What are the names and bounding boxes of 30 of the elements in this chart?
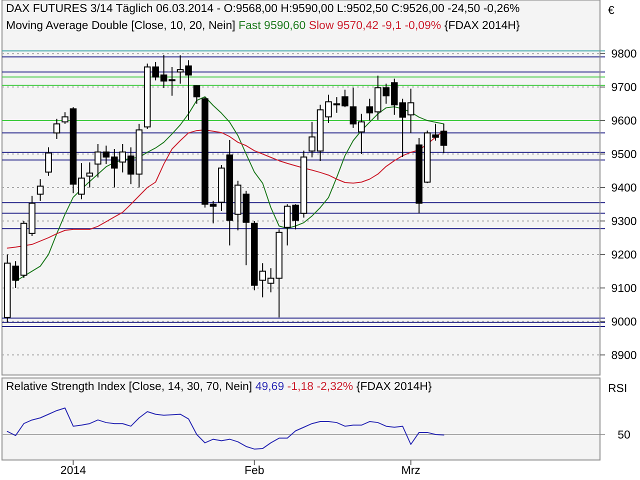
y-tick-label: 9600 [611,116,637,128]
x-tick-label: Feb [244,465,264,477]
y-tick-label: 9500 [611,149,637,162]
candlestick [45,146,52,176]
y-axis-title: RSI [608,383,628,395]
candlestick [36,178,44,202]
candlestick [53,118,60,140]
chart-title: Relative Strength Index [Close, 14, 30, 70, Nein] [6,381,252,393]
chart-title: DAX FUTURES 3/14 Täglich 06.03.2014 - O:9568,00 H:9590,00 L:9502,50 C:9526,00 -24,50 -0,26% [6,3,520,15]
text: Moving Average Double [Close, 10, 20, Nein] [6,20,236,32]
y-tick-label: 9400 [611,182,637,195]
candlestick [193,84,200,104]
y-axis-title: € [608,5,615,17]
y-tick-label: 9700 [611,82,637,94]
y-tick-label: 8900 [611,350,637,362]
x-tick-label: Mrz [401,465,421,477]
y-tick-label: 9100 [611,282,637,295]
y-tick-label: 9800 [611,48,637,61]
text: -1,18 -2,32% [284,381,354,393]
text: 50 [618,430,630,442]
y-tick-label: 9000 [611,316,637,328]
annotation: {FDAX 2014H} [441,20,520,32]
text: Fast 9590,60 [235,20,306,32]
candlestick [86,162,94,188]
x-tick-label: 2014 [60,465,87,477]
text: {FDAX 2014H} [353,381,432,393]
y-tick-label: 9300 [611,216,637,228]
text: 49,69 [252,381,284,393]
y-tick-label: 9200 [611,249,637,262]
text: Slow 9570,42 -9,1 -0,09% [306,20,442,32]
